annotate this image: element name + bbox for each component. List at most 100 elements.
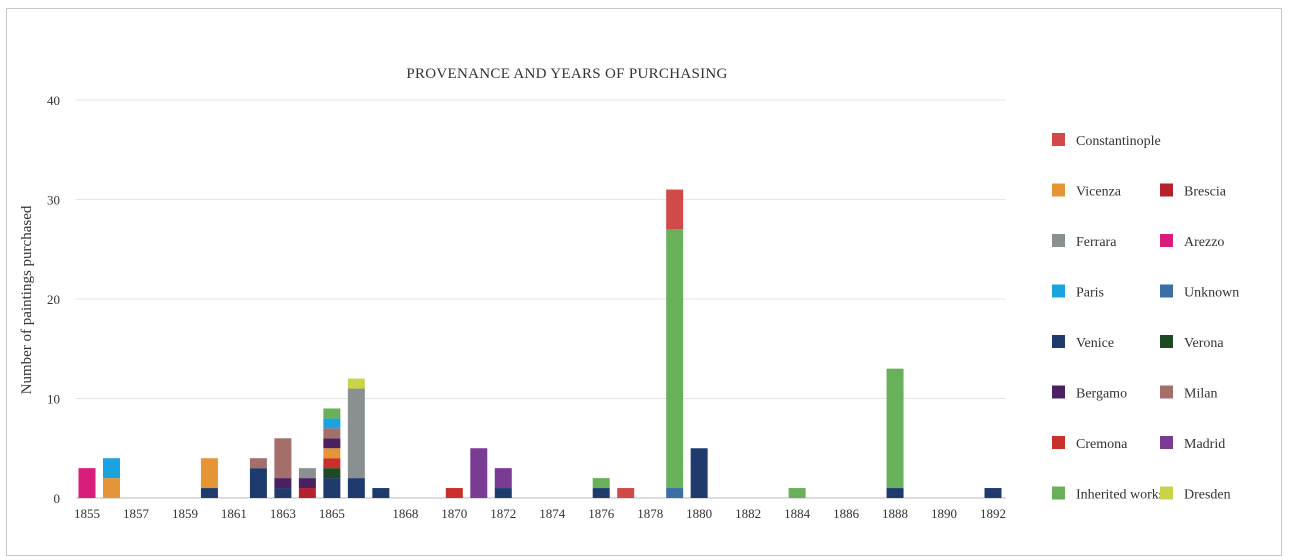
bar-segment-madrid-1871 (470, 448, 488, 498)
bar-segment-vicenza-1860 (200, 458, 218, 489)
bar-segment-venice-1863 (274, 488, 292, 498)
bar-segment-venice-1867 (372, 488, 390, 498)
bar-segment-inherited-works-1865 (323, 408, 341, 419)
bar-segment-venice-1862 (249, 468, 267, 498)
y-tick-label: 40 (47, 93, 60, 108)
x-tick-label: 1872 (490, 506, 516, 521)
legend-label: Brescia (1184, 185, 1227, 200)
x-tick-label: 1870 (441, 506, 467, 521)
bar-segment-cremona-1865 (323, 458, 341, 469)
legend-item-dresden: Dresden (1160, 486, 1231, 503)
bar-segment-madrid-1872 (494, 468, 512, 489)
bar-segment-milan-1865 (323, 428, 341, 439)
legend-label: Arezzo (1184, 235, 1224, 250)
bar-segment-paris-1856 (102, 458, 120, 479)
x-tick-label: 1859 (172, 506, 198, 521)
x-tick-label: 1880 (686, 506, 712, 521)
bars (78, 189, 1002, 498)
legend-item-milan: Milan (1160, 385, 1217, 402)
x-tick-label: 1892 (980, 506, 1006, 521)
chart-title: PROVENANCE AND YEARS OF PURCHASING (406, 66, 727, 82)
legend-swatch (1052, 335, 1065, 348)
legend-label: Verona (1184, 336, 1224, 351)
legend-label: Unknown (1184, 286, 1239, 301)
x-tick-label: 1855 (74, 506, 100, 521)
legend-swatch (1052, 436, 1065, 449)
legend-item-venice: Venice (1052, 335, 1114, 351)
legend-swatch (1052, 385, 1065, 399)
legend-swatch (1052, 234, 1065, 247)
x-tick-label: 1886 (833, 506, 860, 521)
bar-segment-unknown-1879 (666, 488, 684, 498)
legend-label: Ferrara (1076, 235, 1117, 250)
bar-segment-venice-1865 (323, 478, 341, 498)
bar-segment-venice-1880 (690, 448, 708, 498)
legend-label: Paris (1076, 286, 1104, 301)
chart-frame (6, 8, 1282, 556)
bar-segment-venice-1872 (494, 488, 512, 498)
legend-label: Dresden (1184, 488, 1231, 503)
bar-segment-inherited-works-1876 (592, 478, 610, 489)
legend-swatch (1160, 436, 1173, 449)
bar-segment-vicenza-1865 (323, 448, 341, 459)
bar-segment-inherited-works-1888 (886, 368, 904, 489)
bar-segment-bergamo-1864 (298, 478, 316, 489)
x-tick-label: 1861 (221, 506, 247, 521)
legend-item-brescia: Brescia (1160, 183, 1227, 200)
legend-label: Vicenza (1076, 185, 1122, 200)
x-tick-label: 1876 (588, 506, 615, 521)
bar-segment-venice-1866 (347, 478, 365, 498)
x-tick-label: 1865 (319, 506, 345, 521)
legend-item-inherited-works: Inherited works (1052, 486, 1164, 503)
legend-label: Bergamo (1076, 387, 1127, 402)
bar-segment-bergamo-1863 (274, 478, 292, 489)
bar-segment-cremona-1870 (445, 488, 463, 498)
legend-item-ferrara: Ferrara (1052, 234, 1117, 250)
x-tick-label: 1878 (637, 506, 663, 521)
y-tick-label: 10 (47, 392, 60, 407)
y-tick-label: 30 (47, 193, 60, 208)
y-tick-labels: 0 10 20 30 40 (47, 93, 60, 506)
gridlines (76, 99, 1006, 499)
x-tick-label: 1868 (392, 506, 418, 521)
legend-item-arezzo: Arezzo (1160, 234, 1224, 250)
legend-label: Milan (1184, 387, 1217, 402)
bar-segment-dresden-1866 (347, 378, 365, 389)
y-tick-label: 20 (47, 292, 60, 307)
bar-segment-ferrara-1864 (298, 468, 316, 479)
legend: Constantinople Vicenza Brescia Ferrara Arezz… (1052, 133, 1239, 503)
legend-item-bergamo: Bergamo (1052, 385, 1127, 402)
legend-item-madrid: Madrid (1160, 436, 1225, 452)
legend-item-constantinople: Constantinople (1052, 133, 1161, 149)
legend-swatch (1052, 133, 1065, 146)
bar-segment-venice-1892 (984, 488, 1002, 498)
bar-segment-milan-1863 (274, 438, 292, 479)
bar-segment-constantinople-1879 (666, 189, 684, 230)
legend-label: Constantinople (1076, 134, 1161, 149)
y-axis-title: Number of paintings purchased (19, 205, 35, 394)
legend-swatch (1052, 183, 1065, 197)
x-tick-labels: 1855 1857 1859 1861 1863 1865 1868 1870 1872 1874… (74, 506, 1006, 521)
legend-label: Madrid (1184, 437, 1225, 452)
y-tick-label: 0 (54, 491, 61, 506)
legend-item-cremona: Cremona (1052, 436, 1128, 452)
legend-swatch (1160, 486, 1173, 500)
bar-segment-arezzo-1855 (78, 468, 96, 498)
x-tick-label: 1863 (270, 506, 296, 521)
legend-swatch (1160, 284, 1173, 298)
bar-segment-milan-1862 (249, 458, 267, 469)
bar-segment-constantinople-1877 (617, 488, 635, 498)
legend-item-unknown: Unknown (1160, 284, 1239, 301)
legend-swatch (1160, 385, 1173, 399)
legend-swatch (1160, 335, 1173, 348)
bar-segment-ferrara-1866 (347, 388, 365, 479)
bar-segment-verona-1865 (323, 468, 341, 479)
x-tick-label: 1890 (931, 506, 957, 521)
bar-segment-venice-1860 (200, 488, 218, 498)
bar-segment-bergamo-1865 (323, 438, 341, 449)
bar-segment-paris-1865 (323, 418, 341, 429)
bar-segment-brescia-1864 (298, 488, 316, 498)
bar-segment-vicenza-1856 (102, 478, 120, 498)
x-tick-label: 1888 (882, 506, 908, 521)
